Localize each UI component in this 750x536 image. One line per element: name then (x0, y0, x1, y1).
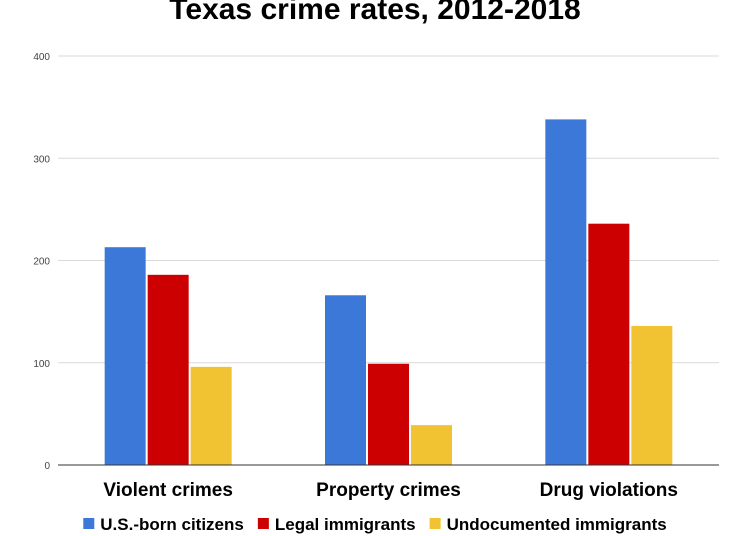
y-tick-label: 0 (44, 461, 50, 472)
chart-title: Texas crime rates, 2012-2018 (169, 0, 581, 26)
legend-label: U.S.-born citizens (100, 515, 244, 534)
legend-swatch (257, 518, 269, 529)
bar (325, 295, 366, 465)
bar (147, 274, 189, 465)
y-tick-label: 200 (33, 257, 50, 268)
y-tick-label: 100 (33, 359, 50, 370)
bar (104, 247, 146, 465)
legend-label: Undocumented immigrants (447, 515, 667, 534)
bar (545, 119, 587, 466)
bar (588, 223, 630, 465)
bar (631, 325, 673, 465)
legend-label: Legal immigrants (275, 515, 416, 534)
x-category-label: Violent crimes (103, 480, 233, 501)
legend-swatch (429, 518, 441, 529)
y-tick-label: 400 (33, 52, 50, 63)
bar (411, 425, 452, 465)
x-category-label: Property crimes (316, 480, 461, 501)
bar (368, 363, 409, 465)
y-tick-label: 300 (33, 154, 50, 165)
x-category-label: Drug violations (540, 480, 678, 501)
legend-swatch (83, 518, 95, 529)
bar (190, 366, 232, 465)
